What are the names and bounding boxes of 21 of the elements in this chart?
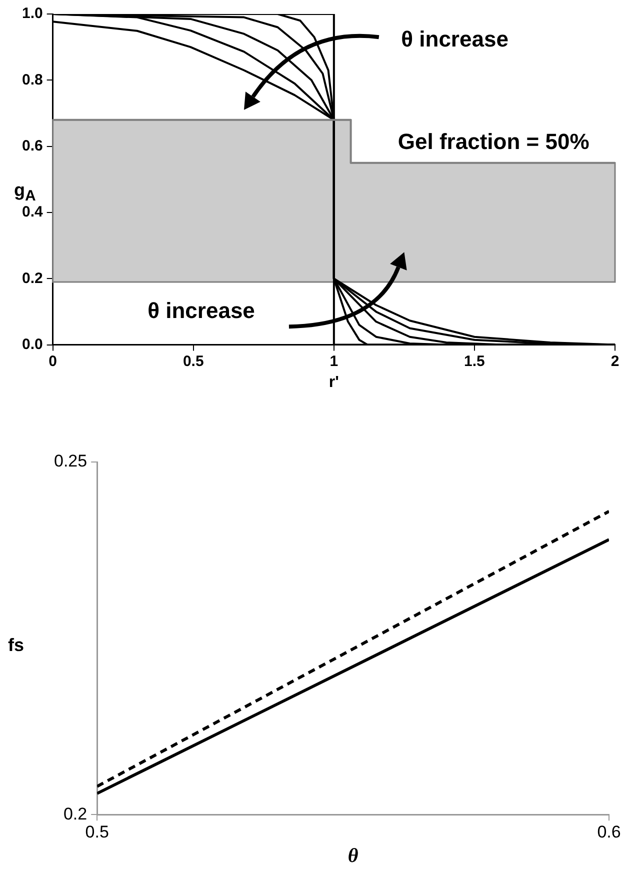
annotation: Gel fraction = 50% xyxy=(398,129,590,154)
x-tick-label: 0 xyxy=(48,352,58,370)
y-tick-label: 0.8 xyxy=(22,71,43,88)
x-tick-label: 0.5 xyxy=(182,352,204,370)
x-tick-label: 0.5 xyxy=(85,822,109,842)
x-axis-title: θ xyxy=(348,845,359,868)
annotation: θ increase xyxy=(148,298,255,323)
x-tick-label: 1 xyxy=(330,352,338,370)
y-tick-label: 1.0 xyxy=(22,5,43,22)
y-tick-label: 0.2 xyxy=(63,804,88,824)
y-axis-title: g$_{A}$ xyxy=(14,180,36,205)
y-tick-label: 0.2 xyxy=(22,270,43,287)
y-tick-label: 0.0 xyxy=(22,336,43,353)
y-tick-label: 0.4 xyxy=(22,204,44,221)
x-tick-label: 2 xyxy=(610,352,620,370)
y-axis-title: fs xyxy=(8,635,24,656)
y-tick-label: 0.6 xyxy=(22,137,43,154)
annotation: θ increase xyxy=(401,26,508,52)
y-tick-label: 0.25 xyxy=(54,452,88,471)
x-tick-label: 1.5 xyxy=(464,352,485,370)
x-axis-title: r' xyxy=(328,374,339,391)
